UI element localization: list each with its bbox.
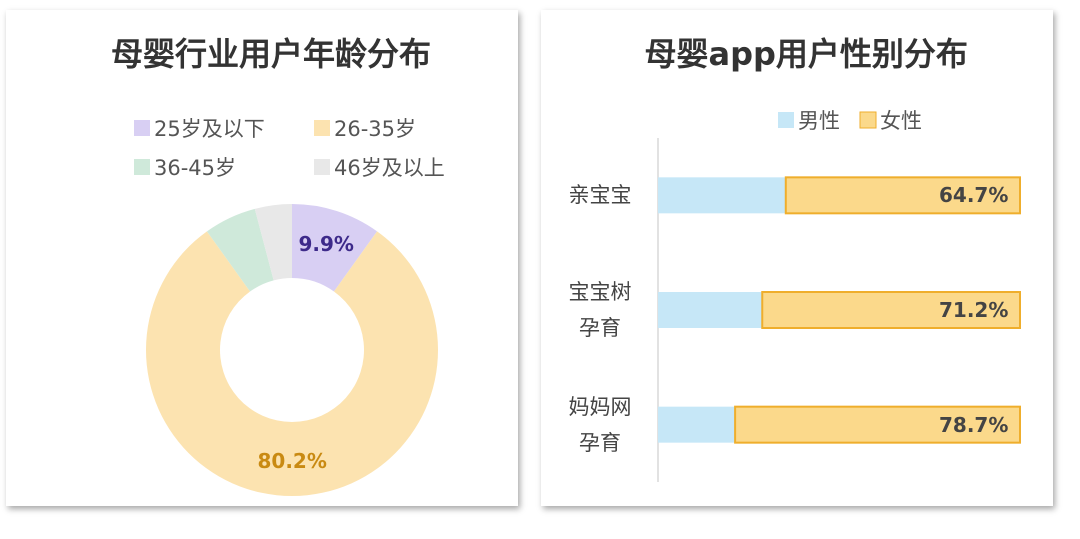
data-label: 64.7% <box>939 183 1009 208</box>
bar-segment <box>658 292 763 328</box>
legend-swatch <box>134 120 150 136</box>
bar-segment <box>658 177 786 214</box>
bar-segment <box>784 176 1022 215</box>
donut-segment <box>292 204 378 292</box>
legend-swatch <box>314 120 330 136</box>
donut-segment <box>206 208 274 292</box>
bar-segment <box>734 405 1022 444</box>
category-label: 妈妈网孕育 <box>568 394 632 455</box>
data-label: 78.7% <box>939 412 1009 437</box>
legend-label: 男性 <box>798 109 840 133</box>
legend-label: 46岁及以上 <box>334 156 445 180</box>
category-label: 亲宝宝 <box>568 183 632 208</box>
legend-label: 26-35岁 <box>334 117 417 141</box>
bar-segment <box>761 291 1021 329</box>
legend-swatch <box>778 112 794 128</box>
donut-segment <box>146 231 439 496</box>
category-label: 宝宝树孕育 <box>568 280 632 340</box>
bar-segment <box>658 406 736 443</box>
legend-swatch <box>314 159 330 175</box>
legend-label: 女性 <box>880 109 922 133</box>
legend-label: 36-45岁 <box>154 156 237 180</box>
data-label: 71.2% <box>939 298 1009 322</box>
donut-segment <box>254 204 292 281</box>
data-label: 80.2% <box>257 449 327 473</box>
legend-label: 25岁及以下 <box>154 117 265 141</box>
chart-title: 母婴app用户性别分布 <box>644 35 968 73</box>
data-label: 9.9% <box>298 232 354 257</box>
legend-swatch <box>859 111 877 129</box>
legend-swatch <box>134 159 150 175</box>
chart-title: 母婴行业用户年龄分布 <box>111 35 432 73</box>
